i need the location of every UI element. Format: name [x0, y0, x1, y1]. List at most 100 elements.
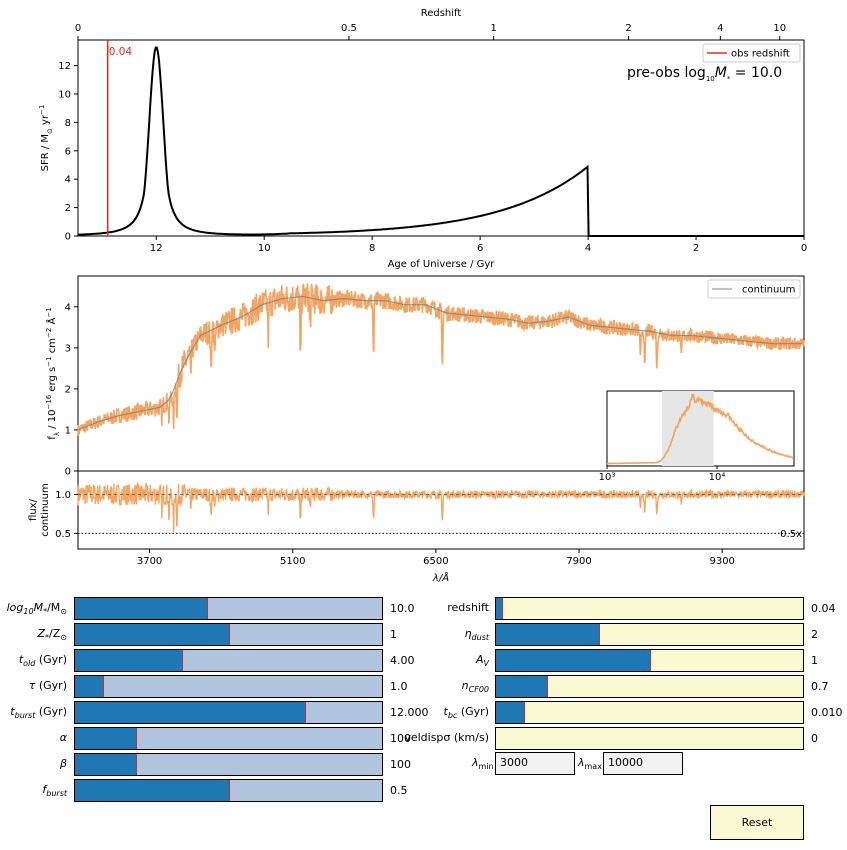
spectrum-line — [77, 283, 805, 436]
spectrum-ytick-label: 3 — [65, 343, 71, 354]
residual-xtick-label: 6500 — [423, 556, 448, 567]
sfh-ytick-label: 10 — [58, 89, 71, 100]
slider-right-value: 0.04 — [811, 602, 836, 615]
slider-right-fill — [496, 650, 650, 671]
slider-left-fill — [75, 598, 207, 619]
slider-left-label: told (Gyr) — [18, 653, 67, 669]
slider-right-label: AV — [475, 653, 489, 669]
slider-left-label: Z*/Z⊙ — [37, 627, 68, 643]
sfh-top-tick-label: 2 — [625, 23, 631, 34]
reset-button[interactable]: Reset — [710, 805, 804, 840]
sfh-axes-frame — [77, 39, 805, 237]
slider-right-value: 0 — [811, 732, 818, 745]
slider-left-fill — [75, 754, 137, 775]
sfh-ytick-label: 12 — [58, 61, 71, 72]
slider-left-label: fburst — [42, 783, 67, 799]
spectrum-chart: 0 1 2 3 4 fλ / 10−16 erg s−1 cm−2 Å−1 continuu… — [28, 275, 805, 584]
slider-right-label: ηdust — [464, 627, 489, 643]
slider-left-track[interactable] — [74, 701, 383, 724]
slider-right-track[interactable] — [495, 597, 804, 620]
slider-right-track[interactable] — [495, 623, 804, 646]
residual-ytick-label: 0.5 — [55, 529, 71, 540]
slider-right-track[interactable] — [495, 701, 804, 724]
slider-left-track[interactable] — [74, 649, 383, 672]
slider-left-track[interactable] — [74, 623, 383, 646]
residual-xtick-label: 7900 — [566, 556, 591, 567]
slider-right-fill — [496, 598, 503, 619]
sfh-top-tick-label: 0.5 — [341, 23, 357, 34]
slider-right-fill — [496, 702, 524, 723]
sfh-top-tick-label: 10 — [773, 23, 786, 34]
spectrum-ylabel: fλ / 10−16 erg s−1 cm−2 Å−1 — [45, 307, 61, 439]
sfh-ylabel: SFR / M⊙ yr−1 — [38, 105, 54, 172]
sfh-legend-box — [702, 43, 801, 63]
slider-right-handle[interactable] — [649, 650, 651, 671]
residual-ref-label: 0.5x — [780, 529, 802, 540]
slider-left-label: log10M*/M⊙ — [6, 601, 67, 617]
slider-left-value: 10.0 — [390, 602, 415, 615]
slider-right-value: 2 — [811, 628, 818, 641]
sfh-top-tick-label: 0 — [75, 23, 81, 34]
slider-right-track[interactable] — [495, 727, 804, 750]
sfh-ytick-label: 2 — [65, 203, 71, 214]
slider-right-track[interactable] — [495, 649, 804, 672]
slider-left-fill — [75, 728, 137, 749]
spectrum-legend-label: continuum — [742, 285, 795, 296]
spectrum-ytick-label: 0 — [65, 467, 71, 478]
slider-right-label: tbc (Gyr) — [443, 705, 489, 721]
spectrum-legend-box — [707, 279, 801, 299]
sfh-xtick-label: 6 — [477, 243, 483, 254]
lambda-max-input[interactable]: 10000 — [603, 752, 683, 775]
sfh-curve — [77, 46, 804, 237]
sfh-xtick-label: 0 — [801, 243, 807, 254]
lambda-max-label: λmax — [578, 756, 602, 772]
slider-left-handle[interactable] — [207, 598, 208, 619]
residual-xtick-label: 5100 — [280, 556, 305, 567]
inset-tick-label: 10³ — [599, 472, 616, 483]
obs-redshift-label: 0.04 — [109, 46, 133, 58]
slider-left-handle[interactable] — [102, 676, 104, 697]
slider-left-track[interactable] — [74, 727, 383, 750]
slider-left-track[interactable] — [74, 675, 383, 698]
slider-right-handle[interactable] — [502, 598, 504, 619]
inset-tick-label: 10⁴ — [709, 472, 726, 483]
sfh-ytick-label: 8 — [65, 118, 71, 129]
slider-right-value: 0.7 — [811, 680, 829, 693]
slider-left-fill — [75, 624, 229, 645]
spectrum-ytick-label: 1 — [65, 425, 71, 436]
slider-left-handle[interactable] — [228, 624, 230, 645]
slider-left-track[interactable] — [74, 753, 383, 776]
slider-left-track[interactable] — [74, 779, 383, 802]
slider-right-fill — [496, 624, 599, 645]
slider-right-fill — [496, 676, 547, 697]
slider-right-track[interactable] — [495, 675, 804, 698]
slider-right-handle[interactable] — [598, 624, 600, 645]
sfh-ytick-label: 6 — [65, 146, 71, 157]
slider-left-handle[interactable] — [228, 780, 230, 801]
slider-left-handle[interactable] — [305, 702, 307, 723]
slider-left-label: τ (Gyr) — [28, 679, 67, 692]
residual-ylabel-line2: continuum — [40, 483, 51, 536]
slider-right-label: nCF00 — [461, 679, 489, 695]
sfh-legend-label: obs redshift — [731, 49, 790, 60]
slider-right-label: veldispσ (km/s) — [404, 731, 489, 744]
slider-right-handle[interactable] — [546, 676, 548, 697]
slider-left-value: 100 — [390, 732, 411, 745]
sfh-xtick-label: 2 — [693, 243, 699, 254]
slider-left-track[interactable] — [74, 597, 383, 620]
residual-ylabel-line1: flux/ — [28, 498, 39, 521]
slider-right-handle[interactable] — [523, 702, 525, 723]
sfh-top-xlabel: Redshift — [421, 8, 462, 19]
residual-line — [77, 481, 805, 533]
slider-left-handle[interactable] — [136, 754, 138, 775]
sfh-ytick-label: 0 — [65, 232, 71, 243]
residual-xlabel: λ/Å — [432, 571, 449, 584]
lambda-min-input[interactable]: 3000 — [495, 752, 575, 775]
slider-left-handle[interactable] — [136, 728, 138, 749]
slider-left-handle[interactable] — [182, 650, 184, 671]
residual-ytick-label: 1.0 — [55, 490, 71, 501]
sfh-xlabel: Age of Universe / Gyr — [388, 259, 496, 270]
slider-left-value: 100 — [390, 758, 411, 771]
slider-left-fill — [75, 676, 103, 697]
